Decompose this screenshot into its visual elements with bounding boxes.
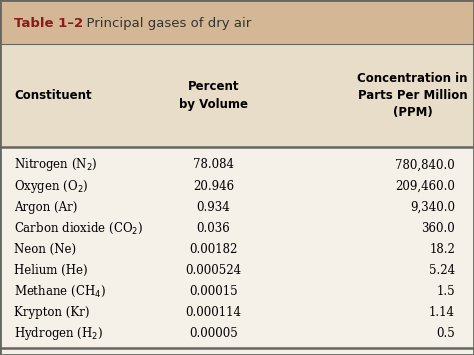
Text: 0.000524: 0.000524 xyxy=(185,264,241,277)
Text: Principal gases of dry air: Principal gases of dry air xyxy=(78,17,252,29)
Bar xyxy=(0,0,474,44)
Text: 78.084: 78.084 xyxy=(193,158,234,171)
Text: 9,340.0: 9,340.0 xyxy=(410,201,455,214)
Text: 5.24: 5.24 xyxy=(429,264,455,277)
Text: (PPM): (PPM) xyxy=(392,106,432,119)
Text: Krypton (Kr): Krypton (Kr) xyxy=(14,306,90,319)
Text: 20.946: 20.946 xyxy=(193,180,234,192)
Text: Table 1–2: Table 1–2 xyxy=(14,17,83,29)
Text: Oxygen (O$_2$): Oxygen (O$_2$) xyxy=(14,178,89,195)
Text: Helium (He): Helium (He) xyxy=(14,264,88,277)
Text: Parts Per Million: Parts Per Million xyxy=(357,89,467,102)
Bar xyxy=(0,147,474,355)
Text: Neon (Ne): Neon (Ne) xyxy=(14,243,76,256)
Text: 0.00015: 0.00015 xyxy=(189,285,237,298)
Text: by Volume: by Volume xyxy=(179,98,248,111)
Text: 780,840.0: 780,840.0 xyxy=(395,158,455,171)
Text: 0.036: 0.036 xyxy=(196,222,230,235)
Text: Constituent: Constituent xyxy=(14,89,92,102)
Text: Percent: Percent xyxy=(188,81,239,93)
Text: 0.00005: 0.00005 xyxy=(189,327,237,340)
Text: 0.000114: 0.000114 xyxy=(185,306,241,319)
Text: 360.0: 360.0 xyxy=(421,222,455,235)
Text: Concentration in: Concentration in xyxy=(357,72,468,85)
Text: Argon (Ar): Argon (Ar) xyxy=(14,201,78,214)
Text: 1.5: 1.5 xyxy=(437,285,455,298)
Text: Hydrogen (H$_2$): Hydrogen (H$_2$) xyxy=(14,325,103,342)
Text: 209,460.0: 209,460.0 xyxy=(395,180,455,192)
Text: 0.5: 0.5 xyxy=(436,327,455,340)
Text: 0.00182: 0.00182 xyxy=(189,243,237,256)
Text: Carbon dioxide (CO$_2$): Carbon dioxide (CO$_2$) xyxy=(14,221,143,236)
Text: Nitrogen (N$_2$): Nitrogen (N$_2$) xyxy=(14,157,98,174)
Text: 18.2: 18.2 xyxy=(429,243,455,256)
Text: 1.14: 1.14 xyxy=(429,306,455,319)
Text: Methane (CH$_4$): Methane (CH$_4$) xyxy=(14,284,106,299)
Text: 0.934: 0.934 xyxy=(196,201,230,214)
